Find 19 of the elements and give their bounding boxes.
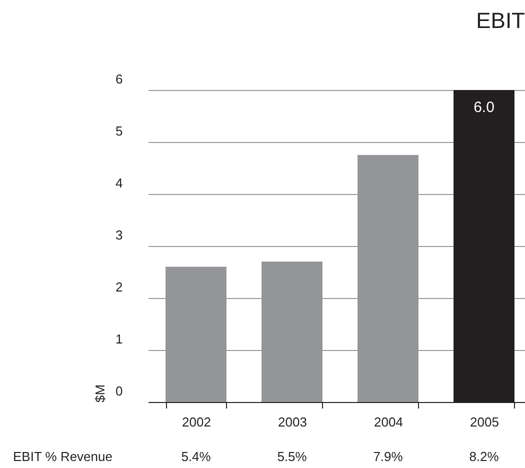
chart-title: EBIT [476, 8, 525, 33]
y-tick-label: 6 [116, 72, 123, 86]
x-tick-label: 2004 [374, 414, 403, 430]
text: 7.9% [373, 449, 404, 464]
text: 5.4% [181, 449, 212, 464]
y-tick-label: 4 [116, 176, 123, 190]
x-tick-label: 2002 [182, 414, 211, 430]
text: EBIT % Revenue [13, 449, 112, 464]
x-tick-label: 2003 [278, 414, 307, 430]
y-tick-label: 5 [116, 124, 123, 138]
y-tick-label: 1 [116, 332, 123, 346]
y-tick-label: 3 [116, 228, 123, 242]
text: 5.5% [277, 449, 308, 464]
data-label: 6.0 [474, 99, 494, 116]
y-tick-label: 2 [116, 280, 123, 294]
x-tick-label: 2005 [470, 414, 499, 430]
text: 8.2% [469, 449, 500, 464]
y-tick-label: 0 [116, 384, 123, 398]
y-axis-title: $M [92, 384, 108, 402]
